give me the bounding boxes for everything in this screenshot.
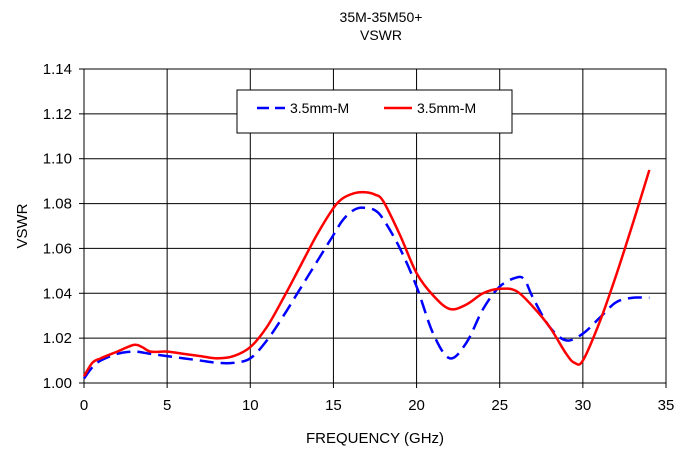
chart-subtitle: VSWR (360, 27, 402, 43)
x-tick-label: 35 (658, 397, 675, 414)
legend-label-series-1: 3.5mm-M (290, 100, 349, 116)
y-tick-label: 1.08 (43, 196, 72, 213)
chart-title-block: 35M-35M50+ VSWR (0, 8, 694, 44)
series-line-2 (82, 169, 651, 377)
x-tick-label: 0 (80, 397, 88, 414)
y-tick-label: 1.00 (43, 375, 72, 392)
legend-box (236, 89, 513, 134)
y-tick-label: 1.14 (43, 61, 72, 78)
x-tick-label: 5 (163, 397, 171, 414)
x-tick-label: 10 (242, 397, 259, 414)
legend: 3.5mm-M 3.5mm-M (236, 89, 513, 134)
chart-title: 35M-35M50+ (339, 9, 423, 25)
x-axis-label: FREQUENCY (GHz) (306, 430, 444, 447)
y-tick-label: 1.12 (43, 106, 72, 123)
x-tick-label: 30 (575, 397, 592, 414)
x-tick-label: 20 (408, 397, 425, 414)
y-tick-label: 1.04 (43, 285, 72, 302)
x-tick-label: 25 (491, 397, 508, 414)
series-line-1 (82, 206, 650, 380)
y-tick-labels: 1.00 1.02 1.04 1.06 1.08 1.10 1.12 1.14 (43, 61, 72, 392)
axes (79, 68, 667, 388)
series-lines (82, 169, 651, 380)
x-tick-label: 15 (325, 397, 342, 414)
plot-frame (83, 68, 667, 384)
grid-lines (84, 69, 666, 383)
y-tick-label: 1.06 (43, 240, 72, 257)
x-tick-labels: 0 5 10 15 20 25 30 35 (80, 397, 675, 414)
y-tick-label: 1.02 (43, 330, 72, 347)
y-axis-label: VSWR (14, 203, 31, 248)
y-tick-label: 1.10 (43, 151, 72, 168)
legend-label-series-2: 3.5mm-M (417, 100, 476, 116)
